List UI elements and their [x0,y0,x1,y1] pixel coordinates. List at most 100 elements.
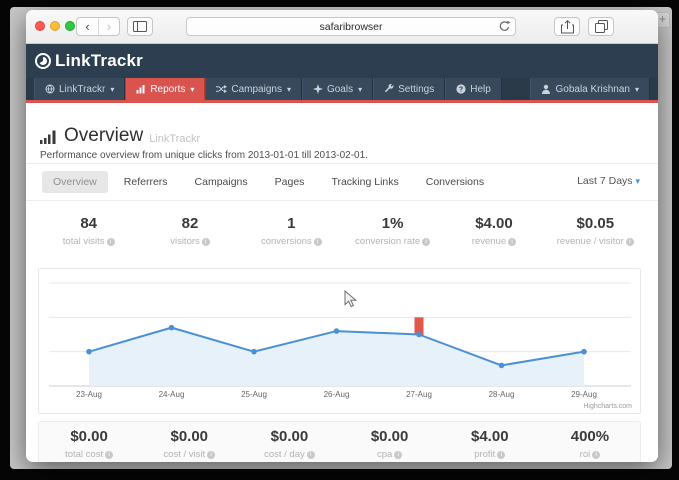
svg-text:23-Aug: 23-Aug [76,390,102,399]
stat-total-visits: 84 total visits [38,215,139,247]
date-range-dropdown[interactable]: Last 7 Days ▾ [577,175,640,187]
stat-label: profit [474,449,495,460]
browser-window: ‹ › safaribrowser [26,10,658,462]
stat-cost-visit: $0.00 cost / visit [139,428,239,460]
plus-icon: + [659,12,666,26]
share-button[interactable] [554,17,580,36]
stat-total-cost: $0.00 total cost [39,428,139,460]
info-icon[interactable] [394,451,402,459]
stats-row-bottom: $0.00 total cost $0.00 cost / visit $0.0… [39,428,640,460]
bar-chart-icon [136,84,146,94]
user-icon [541,84,551,94]
shuffle-icon [216,84,227,94]
window-controls [35,21,75,31]
minimize-button[interactable] [50,21,60,31]
info-icon[interactable] [508,238,516,246]
linktrackr-logo-icon [34,52,52,70]
user-menu[interactable]: Gobala Krishnan ▾ [530,78,650,100]
caret-down-icon: ▾ [635,176,640,186]
info-icon[interactable] [314,238,322,246]
tabs-icon [595,20,608,33]
stat-value: $0.05 [545,215,646,232]
site-logo-text: LinkTrackr [55,51,143,71]
nav-item-reports[interactable]: Reports ▾ [125,78,205,100]
caret-down-icon: ▾ [190,85,194,94]
stat-label: revenue [472,236,506,247]
share-icon [561,20,574,34]
stat-value: 1 [241,215,342,232]
tab-conversions[interactable]: Conversions [415,171,495,193]
nav-item-settings[interactable]: Settings [373,78,445,100]
stat-label: cost / visit [163,449,205,460]
info-icon[interactable] [497,451,505,459]
tab-campaigns[interactable]: Campaigns [184,171,259,193]
stat-label: total visits [63,236,105,247]
stat-visitors: 82 visitors [139,215,240,247]
info-icon[interactable] [626,238,634,246]
info-icon[interactable] [422,238,430,246]
stat-value: 82 [139,215,240,232]
caret-down-icon: ▾ [110,85,114,94]
visits-chart-panel: 23-Aug24-Aug25-Aug26-Aug27-Aug28-Aug29-A… [38,268,641,414]
nav-item-label: Settings [398,84,434,95]
stat-value: $0.00 [139,428,239,445]
stat-value: 400% [540,428,640,445]
sidebar-icon [133,21,147,32]
tab-overview[interactable]: Overview [42,171,108,193]
nav-item-label: Help [470,84,491,95]
info-icon[interactable] [307,451,315,459]
info-icon[interactable] [207,451,215,459]
page-subtitle: Performance overview from unique clicks … [40,150,368,161]
svg-text:?: ? [459,86,463,93]
stat-cpa: $0.00 cpa [340,428,440,460]
screenshot-frame: + ‹ › safaribrowser [0,0,679,480]
forward-button[interactable]: › [98,18,119,35]
tab-tracking-links[interactable]: Tracking Links [320,171,409,193]
chevron-right-icon: › [107,19,111,34]
user-menu-label: Gobala Krishnan [555,84,630,95]
zoom-button[interactable] [65,21,75,31]
svg-text:25-Aug: 25-Aug [241,390,267,399]
page-heading: Overview LinkTrackr [40,125,200,147]
reload-button[interactable] [498,20,511,38]
globe-icon [45,84,55,94]
info-icon[interactable] [592,451,600,459]
stat-label: revenue / visitor [557,236,624,247]
star-icon [313,84,323,94]
browser-toolbar: ‹ › safaribrowser [26,10,658,44]
nav-item-goals[interactable]: Goals ▾ [302,78,373,100]
sidebar-toggle-button[interactable] [127,17,153,36]
chart-credit: Highcharts.com [583,403,632,410]
tab-pages[interactable]: Pages [264,171,316,193]
nav-item-help[interactable]: ? Help [445,78,502,100]
address-bar[interactable]: safaribrowser [186,17,516,36]
close-button[interactable] [35,21,45,31]
back-button[interactable]: ‹ [77,18,98,35]
tab-referrers[interactable]: Referrers [113,171,179,193]
stat-label: total cost [65,449,103,460]
stat-revenue-visitor: $0.05 revenue / visitor [545,215,646,247]
reload-icon [498,20,511,33]
stat-value: 84 [38,215,139,232]
stat-conversions: 1 conversions [241,215,342,247]
stat-label: visitors [170,236,200,247]
stats-row-top: 84 total visits 82 visitors 1 conversion… [38,215,646,247]
stat-label: conversions [261,236,312,247]
url-text: safaribrowser [187,18,515,35]
show-tabs-button[interactable] [588,17,614,36]
stat-profit: $4.00 profit [440,428,540,460]
info-icon[interactable] [105,451,113,459]
visits-area-chart[interactable]: 23-Aug24-Aug25-Aug26-Aug27-Aug28-Aug29-A… [39,269,640,413]
site-logo[interactable]: LinkTrackr [34,51,143,71]
svg-text:29-Aug: 29-Aug [571,390,597,399]
nav-item-campaigns[interactable]: Campaigns ▾ [205,78,302,100]
site-header: LinkTrackr [26,44,658,78]
wrench-icon [384,84,394,94]
history-nav-buttons: ‹ › [76,17,120,36]
stat-label: cpa [377,449,392,460]
info-icon[interactable] [107,238,115,246]
chevron-left-icon: ‹ [85,19,89,34]
nav-item-linktrackr[interactable]: LinkTrackr ▾ [34,78,125,100]
info-icon[interactable] [202,238,210,246]
stat-conversion-rate: 1% conversion rate [342,215,443,247]
